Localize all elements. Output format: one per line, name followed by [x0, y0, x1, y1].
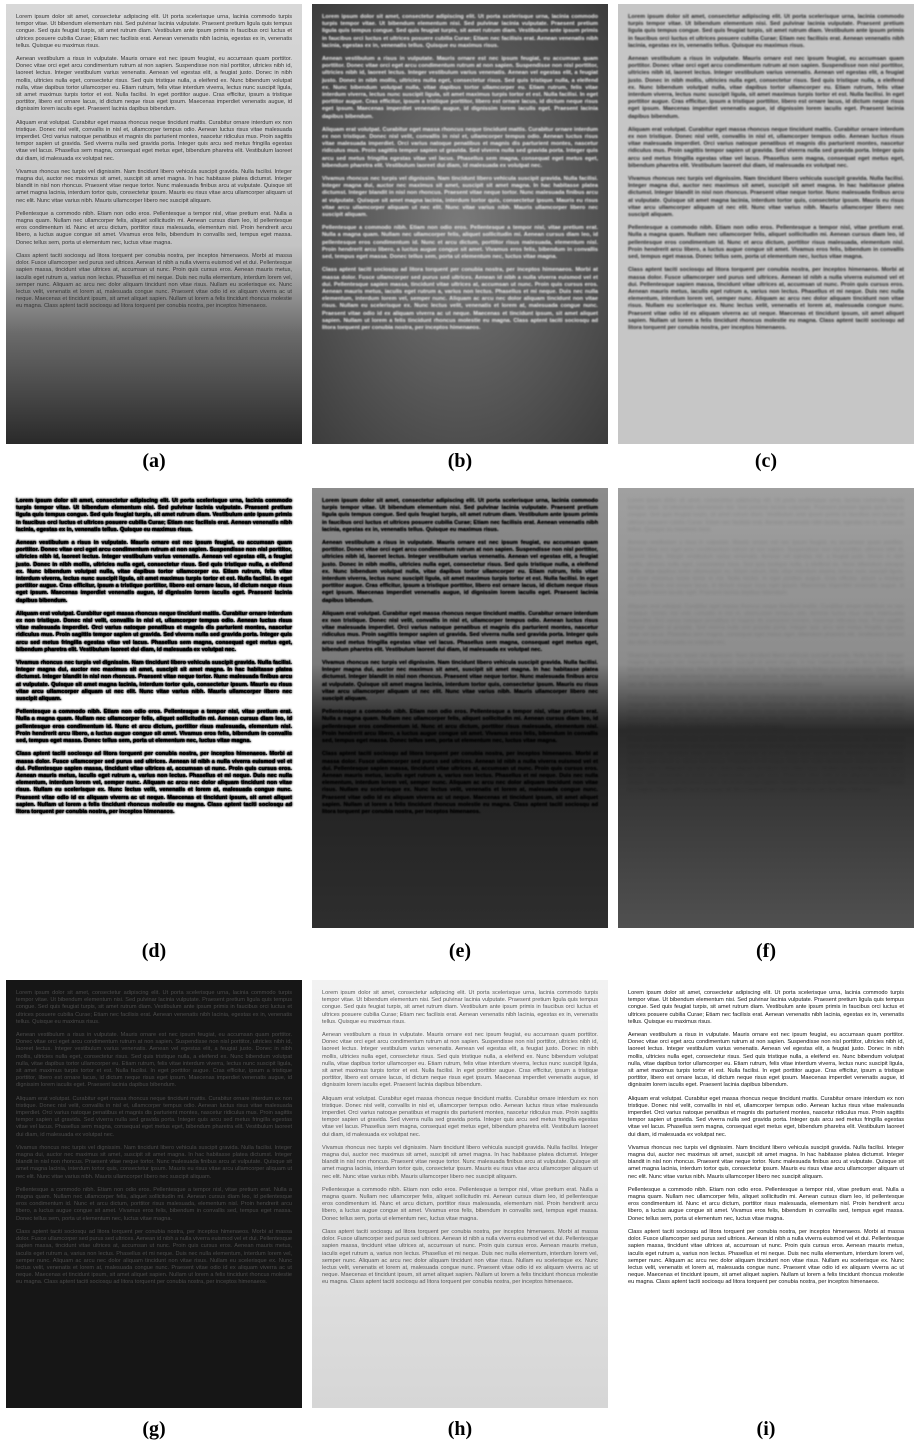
paragraph: Vivamus rhoncus nec turpis vel dignissim… [322, 660, 598, 703]
panel-label: (d) [6, 940, 302, 963]
document-image: Lorem ipsum dolor sit amet, consectetur … [618, 4, 914, 444]
paragraph: Lorem ipsum dolor sit amet, consectetur … [16, 990, 292, 1026]
panel-label: (i) [618, 1418, 914, 1441]
paragraph: Vivamus rhoncus nec turpis vel dignissim… [628, 1145, 904, 1181]
paragraph: Vivamus rhoncus nec turpis vel dignissim… [16, 1145, 292, 1181]
paragraph: Pellentesque a commodo nibh. Etiam non o… [628, 1187, 904, 1223]
document-image: Lorem ipsum dolor sit amet, consectetur … [618, 980, 914, 1408]
paragraph: Lorem ipsum dolor sit amet, consectetur … [322, 14, 598, 50]
paragraph: Class aptent taciti sociosqu ad litora t… [322, 751, 598, 816]
paragraph: Aenean vestibulum a risus in vulputate. … [628, 56, 904, 121]
paragraph: Lorem ipsum dolor sit amet, consectetur … [322, 990, 598, 1026]
paragraph: Class aptent taciti sociosqu ad litora t… [16, 751, 292, 816]
document-text: Lorem ipsum dolor sit amet, consectetur … [322, 14, 598, 332]
paragraph: Lorem ipsum dolor sit amet, consectetur … [628, 990, 904, 1026]
paragraph: Lorem ipsum dolor sit amet, consectetur … [628, 14, 904, 50]
paragraph: Class aptent taciti sociosqu ad litora t… [322, 1229, 598, 1287]
panel-label: (b) [312, 450, 608, 473]
paragraph: Aliquam erat volutpat. Curabitur eget ma… [628, 1096, 904, 1139]
panel-label: (c) [618, 450, 914, 473]
paragraph: Vivamus rhoncus nec turpis vel dignissim… [16, 660, 292, 703]
document-image: Lorem ipsum dolor sit amet, consectetur … [312, 488, 608, 928]
paragraph: Pellentesque a commodo nibh. Etiam non o… [322, 1187, 598, 1223]
paragraph: Pellentesque a commodo nibh. Etiam non o… [628, 695, 904, 731]
paragraph: Aliquam erat volutpat. Curabitur eget ma… [322, 127, 598, 170]
paragraph: Vivamus rhoncus nec turpis vel dignissim… [322, 1145, 598, 1181]
document-image: Lorem ipsum dolor sit amet, consectetur … [6, 980, 302, 1408]
panel-label: (a) [6, 450, 302, 473]
paragraph: Class aptent taciti sociosqu ad litora t… [628, 1229, 904, 1287]
paragraph: Pellentesque a commodo nibh. Etiam non o… [322, 225, 598, 261]
paragraph: Lorem ipsum dolor sit amet, consectetur … [16, 498, 292, 534]
paragraph: Vivamus rhoncus nec turpis vel dignissim… [628, 653, 904, 689]
paragraph: Aliquam erat volutpat. Curabitur eget ma… [322, 611, 598, 654]
paragraph: Vivamus rhoncus nec turpis vel dignissim… [628, 176, 904, 219]
document-text: Lorem ipsum dolor sit amet, consectetur … [16, 498, 292, 816]
document-text: Lorem ipsum dolor sit amet, consectetur … [16, 990, 292, 1287]
paragraph: Vivamus rhoncus nec turpis vel dignissim… [16, 169, 292, 205]
paragraph: Aenean vestibulum a risus in vulputate. … [16, 1032, 292, 1090]
paragraph: Pellentesque a commodo nibh. Etiam non o… [16, 709, 292, 745]
document-image: Lorem ipsum dolor sit amet, consectetur … [312, 4, 608, 444]
paragraph: Vivamus rhoncus nec turpis vel dignissim… [322, 176, 598, 219]
paragraph: Class aptent taciti sociosqu ad litora t… [16, 1229, 292, 1287]
paragraph: Class aptent taciti sociosqu ad litora t… [322, 267, 598, 332]
document-text: Lorem ipsum dolor sit amet, consectetur … [322, 498, 598, 816]
paragraph: Aenean vestibulum a risus in vulputate. … [16, 56, 292, 114]
document-text: Lorem ipsum dolor sit amet, consectetur … [628, 990, 904, 1287]
paragraph: Aliquam erat volutpat. Curabitur eget ma… [628, 604, 904, 647]
document-text: Lorem ipsum dolor sit amet, consectetur … [628, 14, 904, 332]
paragraph: Lorem ipsum dolor sit amet, consectetur … [322, 498, 598, 534]
paragraph: Pellentesque a commodo nibh. Etiam non o… [16, 211, 292, 247]
document-image: Lorem ipsum dolor sit amet, consectetur … [6, 488, 302, 928]
document-text: Lorem ipsum dolor sit amet, consectetur … [322, 990, 598, 1287]
paragraph: Class aptent taciti sociosqu ad litora t… [628, 737, 904, 795]
paragraph: Lorem ipsum dolor sit amet, consectetur … [628, 498, 904, 534]
paragraph: Aliquam erat volutpat. Curabitur eget ma… [16, 611, 292, 654]
paragraph: Aliquam erat volutpat. Curabitur eget ma… [16, 120, 292, 163]
panel-label: (e) [312, 940, 608, 963]
paragraph: Pellentesque a commodo nibh. Etiam non o… [628, 225, 904, 261]
paragraph: Class aptent taciti sociosqu ad litora t… [16, 253, 292, 311]
document-image: Lorem ipsum dolor sit amet, consectetur … [312, 980, 608, 1408]
paragraph: Aliquam erat volutpat. Curabitur eget ma… [322, 1096, 598, 1139]
paragraph: Pellentesque a commodo nibh. Etiam non o… [16, 1187, 292, 1223]
paragraph: Aliquam erat volutpat. Curabitur eget ma… [628, 127, 904, 170]
document-text: Lorem ipsum dolor sit amet, consectetur … [16, 14, 292, 311]
paragraph: Pellentesque a commodo nibh. Etiam non o… [322, 709, 598, 745]
document-image: Lorem ipsum dolor sit amet, consectetur … [6, 4, 302, 444]
paragraph: Aliquam erat volutpat. Curabitur eget ma… [16, 1096, 292, 1139]
paragraph: Lorem ipsum dolor sit amet, consectetur … [16, 14, 292, 50]
paragraph: Aenean vestibulum a risus in vulputate. … [322, 1032, 598, 1090]
paragraph: Aenean vestibulum a risus in vulputate. … [628, 540, 904, 598]
paragraph: Aenean vestibulum a risus in vulputate. … [628, 1032, 904, 1090]
panel-label: (f) [618, 940, 914, 963]
paragraph: Aenean vestibulum a risus in vulputate. … [322, 56, 598, 121]
paragraph: Aenean vestibulum a risus in vulputate. … [322, 540, 598, 605]
figure: {"document": {"paragraphs": [ "Lorem ips… [0, 0, 914, 1448]
paragraph: Aenean vestibulum a risus in vulputate. … [16, 540, 292, 605]
panel-label: (g) [6, 1418, 302, 1441]
paragraph: Class aptent taciti sociosqu ad litora t… [628, 267, 904, 332]
panel-label: (h) [312, 1418, 608, 1441]
document-text: Lorem ipsum dolor sit amet, consectetur … [628, 498, 904, 795]
document-image: Lorem ipsum dolor sit amet, consectetur … [618, 488, 914, 928]
